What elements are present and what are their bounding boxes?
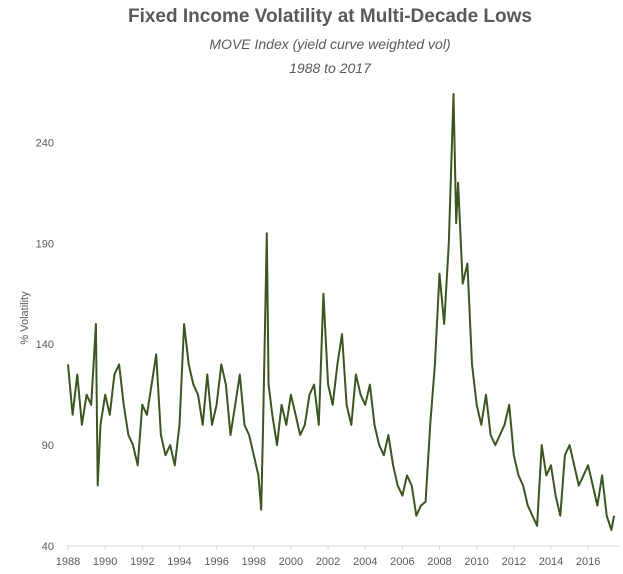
x-tick-label: 2008 [427,556,451,568]
y-tick-label: 140 [36,339,54,351]
x-tick-label: 2014 [539,556,563,568]
x-tick-label: 2004 [353,556,377,568]
x-tick-label: 2002 [316,556,340,568]
y-tick-label: 40 [42,541,54,553]
y-tick-label: 90 [42,440,54,452]
y-tick-label: 190 [36,238,54,250]
chart-subtitle: MOVE Index (yield curve weighted vol) [209,36,450,52]
chart-title: Fixed Income Volatility at Multi-Decade … [128,6,532,27]
x-tick-label: 2016 [576,556,600,568]
x-tick-label: 1996 [204,556,228,568]
line-series [67,93,616,531]
x-tick-label: 1988 [56,556,80,568]
x-tick-label: 2000 [279,556,303,568]
x-tick-label: 1990 [93,556,117,568]
x-tick-label: 1992 [130,556,154,568]
x-tick-label: 2010 [464,556,488,568]
chart-subtitle: 1988 to 2017 [289,60,372,76]
y-tick-label: 240 [36,137,54,149]
y-axis-label: % Volatility [19,291,31,345]
x-tick-label: 2012 [502,556,526,568]
x-tick-label: 2006 [390,556,414,568]
x-tick-label: 1998 [242,556,266,568]
x-tick-label: 1994 [167,556,191,568]
